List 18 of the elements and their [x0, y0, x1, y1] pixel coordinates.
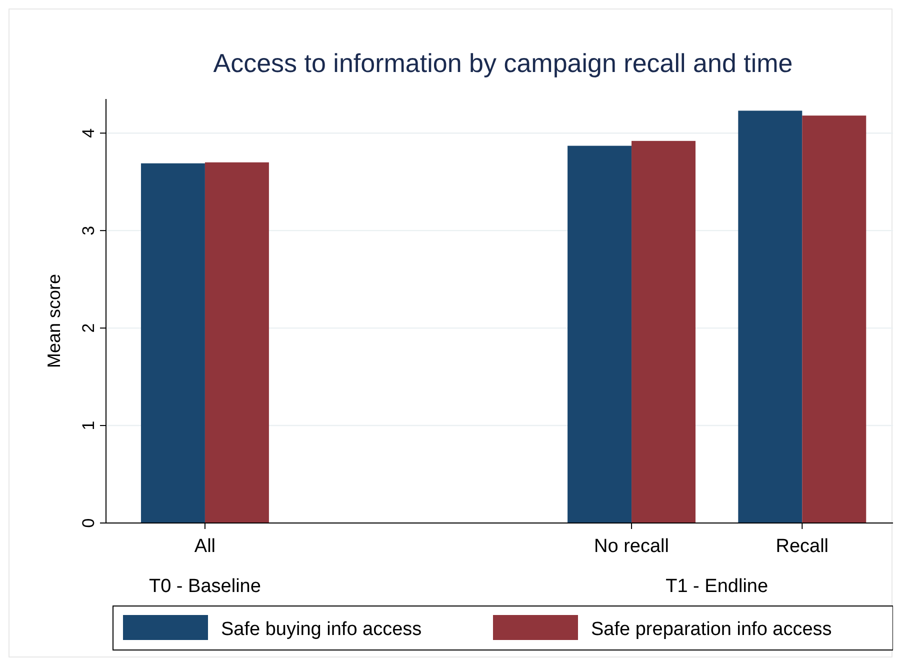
y-tick-label: 0	[79, 518, 98, 528]
legend-label: Safe buying info access	[221, 619, 422, 640]
bar	[204, 162, 269, 523]
x-tick-label: Recall	[776, 536, 829, 557]
y-tick-label: 2	[79, 323, 98, 333]
chart-title: Access to information by campaign recall and time	[213, 48, 793, 78]
legend-label: Safe preparation info access	[591, 619, 832, 640]
text: T0 - Baseline	[148, 576, 261, 597]
bar	[802, 116, 866, 523]
x-tick-label: No recall	[594, 536, 670, 557]
y-tick-label: 4	[79, 128, 98, 138]
y-tick-label: 3	[79, 226, 98, 236]
y-tick-label: 1	[79, 420, 98, 430]
y-axis-title: Mean score	[44, 274, 64, 368]
bar	[140, 163, 205, 523]
text: T1 - Endline	[666, 576, 768, 597]
x-tick-label: All	[194, 536, 216, 557]
bar	[738, 110, 802, 523]
